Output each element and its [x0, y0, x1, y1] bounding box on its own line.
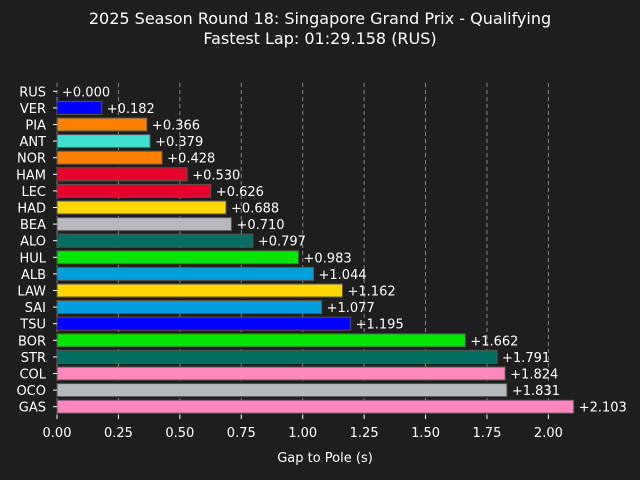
data-label-pia: +0.366 [152, 119, 200, 134]
y-tick-label-gas: GAS [19, 401, 46, 416]
y-tick-labels: RUSVERPIAANTNORHAMLECHADBEAALOHULALBLAWS… [16, 85, 57, 416]
bar-alo [56, 233, 254, 248]
x-tick-label: 1.25 [350, 426, 379, 441]
chart-subtitle: Fastest Lap: 01:29.158 (RUS) [203, 29, 436, 48]
x-axis-label: Gap to Pole (s) [277, 451, 373, 466]
y-tick-label-oco: OCO [16, 384, 46, 399]
bar-alb [56, 266, 315, 281]
x-tick-label: 1.75 [473, 426, 502, 441]
data-label-tsu: +1.195 [356, 318, 404, 333]
data-label-ver: +0.182 [107, 102, 155, 117]
bar-law [56, 283, 344, 298]
x-tick-label: 1.50 [411, 426, 440, 441]
data-labels: +0.000 +0.182 +0.366+0.379 +0.428+0.530 +0.6… [62, 85, 627, 415]
x-tick-label: 0.75 [227, 426, 256, 441]
bar-ant [56, 134, 151, 149]
y-tick-label-pia: PIA [25, 119, 46, 134]
y-tick-label-str: STR [21, 351, 46, 366]
bar-bor [56, 333, 466, 348]
x-tick-labels: 0.00 0.25 0.50 0.75 1.00 1.25 1.50 1.75 2.00 [43, 415, 563, 441]
x-tick-label: 0.50 [165, 426, 194, 441]
bar-had [56, 200, 227, 215]
data-label-alb: +1.044 [319, 268, 367, 283]
data-label-hul: +0.983 [304, 251, 352, 266]
y-tick-label-lec: LEC [21, 185, 46, 200]
data-label-lec: +0.626 [216, 185, 264, 200]
y-tick-label-tsu: TSU [19, 318, 46, 333]
chart-title: 2025 Season Round 18: Singapore Grand Pr… [89, 9, 551, 28]
bar-lec [56, 183, 212, 198]
y-tick-label-sai: SAI [25, 301, 46, 316]
bar-hul [56, 250, 300, 265]
data-label-ham: +0.530 [192, 168, 240, 183]
data-label-sai: +1.077 [327, 301, 375, 316]
x-tick-label: 1.00 [288, 426, 317, 441]
y-tick-label-col: COL [19, 368, 46, 383]
data-label-nor: +0.428 [167, 152, 215, 167]
data-label-law: +1.162 [348, 285, 396, 300]
bar-ham [56, 167, 188, 182]
bar-tsu [56, 316, 352, 331]
bar-bea [56, 217, 232, 232]
x-tick-label: 0.25 [104, 426, 133, 441]
data-label-oco: +1.831 [512, 384, 560, 399]
bar-sai [56, 300, 323, 315]
x-tick-label: 2.00 [534, 426, 563, 441]
y-tick-label-ant: ANT [19, 135, 46, 150]
data-label-bea: +0.710 [236, 218, 284, 233]
y-tick-label-bea: BEA [20, 218, 46, 233]
data-label-col: +1.824 [510, 368, 558, 383]
bar-pia [56, 117, 148, 132]
bar-nor [56, 150, 163, 165]
data-label-bor: +1.662 [470, 334, 518, 349]
y-tick-label-ham: HAM [16, 168, 46, 183]
y-tick-label-nor: NOR [17, 152, 46, 167]
data-label-str: +1.791 [502, 351, 550, 366]
y-tick-label-law: LAW [17, 285, 46, 300]
y-tick-label-had: HAD [17, 202, 46, 217]
y-tick-label-alo: ALO [20, 235, 46, 250]
y-tick-label-hul: HUL [19, 251, 46, 266]
bar-gas [56, 399, 575, 414]
bar-oco [56, 383, 508, 398]
x-tick-label: 0.00 [43, 426, 72, 441]
y-tick-label-alb: ALB [21, 268, 46, 283]
data-label-rus: +0.000 [62, 85, 110, 100]
data-label-gas: +2.103 [579, 401, 627, 416]
data-label-alo: +0.797 [258, 235, 306, 250]
y-tick-label-rus: RUS [19, 85, 46, 100]
bar-col [56, 366, 506, 381]
bar-ver [56, 100, 103, 115]
data-label-had: +0.688 [231, 202, 279, 217]
data-label-ant: +0.379 [155, 135, 203, 150]
bar-str [56, 349, 498, 364]
y-tick-label-bor: BOR [18, 334, 46, 349]
y-tick-label-ver: VER [20, 102, 46, 117]
